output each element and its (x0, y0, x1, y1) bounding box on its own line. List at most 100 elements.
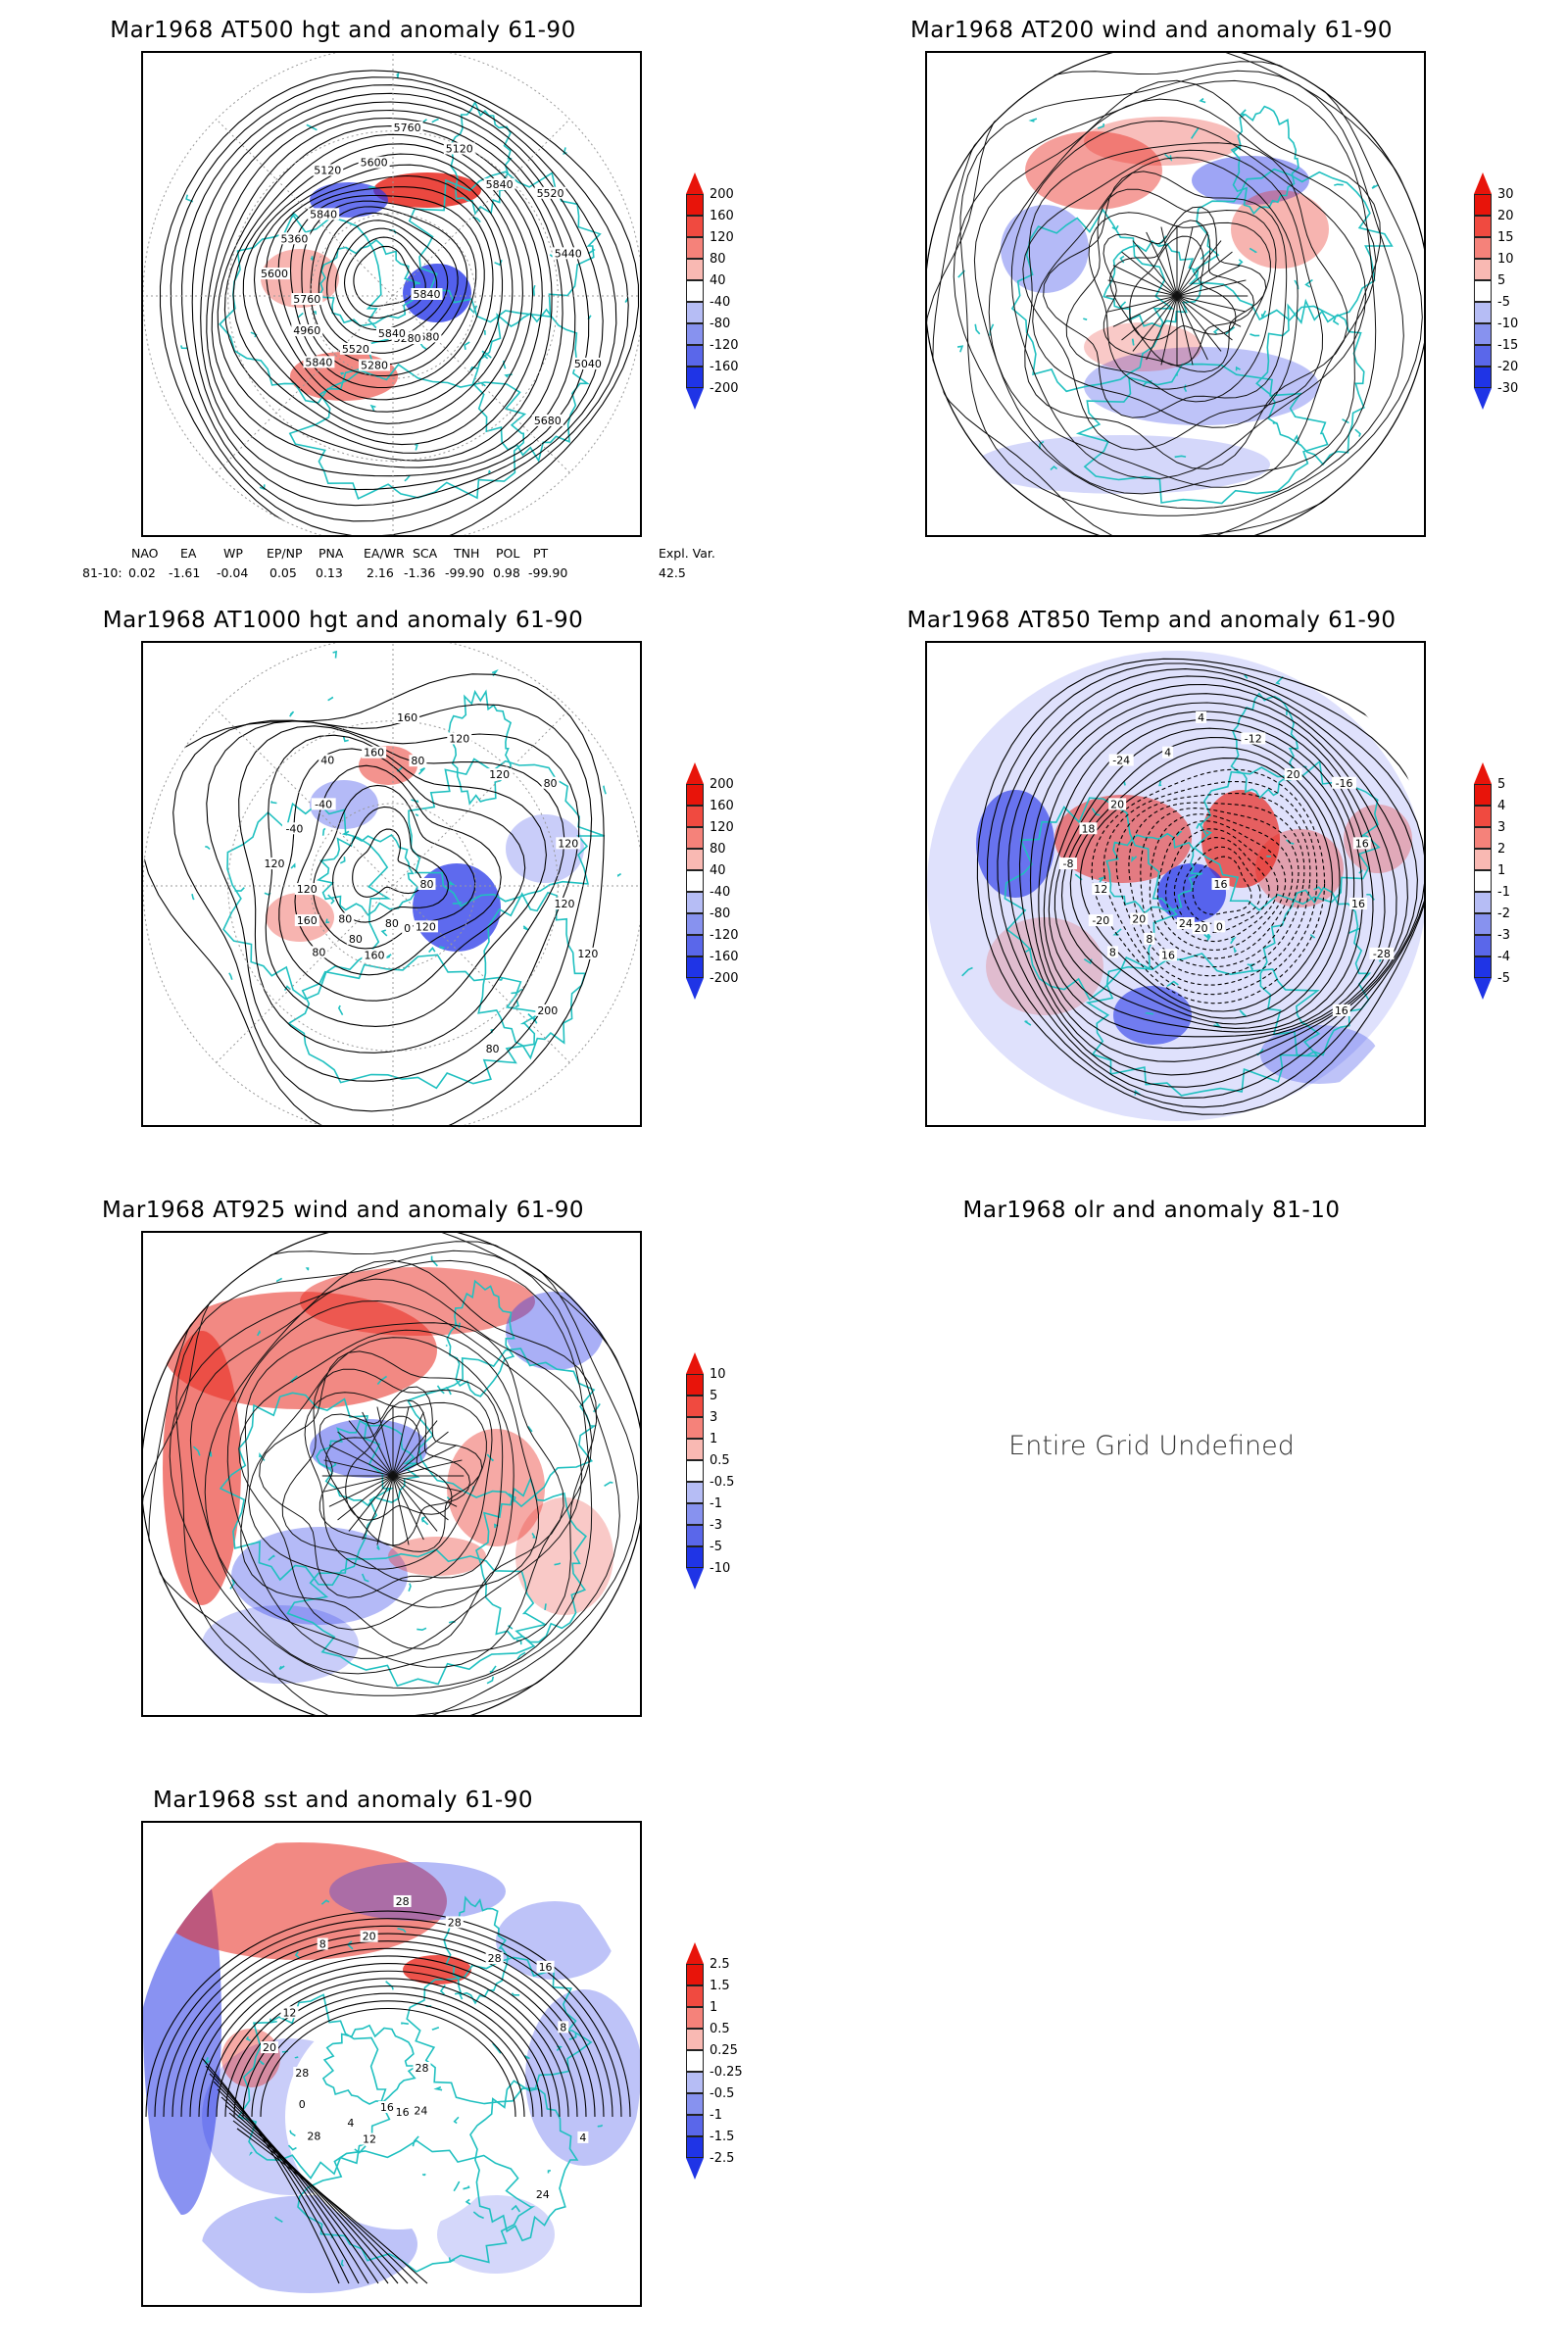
index-header: PNA (318, 546, 344, 561)
contour-label: 0 (1216, 920, 1223, 933)
contour-label: 120 (558, 837, 578, 850)
colorbar-label: -0.5 (710, 2086, 735, 2101)
colorbar-swatch (686, 870, 704, 892)
colorbar-swatch (686, 806, 704, 827)
index-row-label: 81-10: (82, 565, 122, 580)
contour-label: 18 (1081, 822, 1095, 835)
index-value: -1.36 (404, 565, 436, 580)
contour-label: 8 (319, 1937, 326, 1950)
contour-label: -40 (285, 822, 303, 835)
colorbar-label: -5 (1497, 971, 1510, 986)
coastline (191, 650, 622, 1090)
index-value: -1.61 (169, 565, 201, 580)
colorbar-swatch (686, 1417, 704, 1439)
colorbar-label: -1 (710, 1496, 722, 1511)
contour-label: 5840 (414, 288, 441, 301)
contour-label: 20 (1132, 912, 1146, 925)
index-value: 0.13 (316, 565, 343, 580)
contour-label: 5680 (534, 415, 562, 427)
contour-label: 80 (338, 912, 352, 925)
contour-label: 8 (560, 2021, 566, 2034)
colorbar-label: 10 (1497, 252, 1514, 267)
contour-label: 120 (416, 920, 436, 933)
colorbar-swatch (686, 784, 704, 806)
streamlines (927, 53, 1424, 535)
colorbar-label: -200 (710, 971, 739, 986)
index-value: 0.98 (493, 565, 520, 580)
contour-label: -8 (1062, 858, 1073, 870)
colorbar-swatch (686, 1482, 704, 1503)
contour-label: 5280 (361, 360, 388, 372)
colorbar-label: -120 (710, 338, 739, 353)
colorbar-swatch (686, 2093, 704, 2115)
colorbar-label: -3 (710, 1518, 722, 1533)
colorbar-min-arrow (686, 388, 704, 410)
colorbar-label: 1 (710, 1432, 718, 1446)
contour-label: 5840 (305, 356, 332, 368)
contour-label: 4 (1164, 747, 1171, 760)
index-header: EP/NP (267, 546, 303, 561)
index-value: 0.02 (128, 565, 156, 580)
colorbar-max-arrow (686, 172, 704, 194)
panel4-title: Mar1968 AT850 Temp and anomaly 61-90 (906, 608, 1396, 633)
map-panel-at500: 5840 5840 5760 5680 5600 5520 5280 5120 5040 4960… (141, 51, 642, 537)
panel3-title: Mar1968 AT1000 hgt and anomaly 61-90 (102, 608, 584, 633)
contour-label: 120 (297, 883, 318, 896)
colorbar-label: 5 (710, 1389, 718, 1403)
anomaly-shading (202, 1605, 359, 1684)
colorbar-swatch (686, 1396, 704, 1417)
anomaly-shading (388, 1537, 486, 1576)
colorbar-min-arrow (686, 1568, 704, 1590)
colorbar-label: -0.5 (710, 1475, 735, 1490)
colorbar-label: -80 (710, 317, 731, 331)
colorbar-swatch (1474, 194, 1492, 216)
colorbar-label: -10 (710, 1561, 731, 1576)
anomaly-shading (447, 1429, 545, 1546)
colorbar-max-arrow (1474, 172, 1492, 194)
contour-label: 16 (1351, 898, 1365, 910)
colorbar-swatch (1474, 913, 1492, 935)
anomaly-shading (986, 917, 1103, 1015)
contour-label: 40 (320, 754, 334, 766)
contour-label: 80 (544, 777, 558, 790)
index-header: PT (533, 546, 549, 561)
anomaly-shading (163, 1331, 241, 1605)
panel1-title: Mar1968 AT500 hgt and anomaly 61-90 (110, 18, 576, 43)
colorbar-label: 15 (1497, 230, 1514, 245)
contour-label: -40 (315, 798, 332, 810)
contour-lines (143, 673, 605, 1125)
colorbar-label: 80 (710, 842, 726, 857)
contour-label: 5840 (486, 178, 514, 191)
colorbar-label: -2.5 (710, 2151, 735, 2166)
contour-label: 5840 (310, 208, 337, 220)
colorbar-swatch (686, 1460, 704, 1482)
colorbar-swatch (686, 280, 704, 302)
index-value: 2.16 (367, 565, 394, 580)
contour-label: 120 (555, 898, 575, 910)
colorbar-label: -15 (1497, 338, 1519, 353)
anomaly-shading (143, 1823, 221, 2215)
index-value: 42.5 (659, 565, 686, 580)
colorbar-swatch (686, 935, 704, 956)
colorbar-swatch (1474, 827, 1492, 849)
contour-label: 16 (539, 1961, 553, 1974)
colorbar-label: -1 (710, 2108, 722, 2123)
contour-label: 8 (1146, 933, 1152, 946)
colorbar-swatch (686, 2007, 704, 2029)
contour-label: 160 (364, 747, 384, 760)
colorbar-label: 120 (710, 820, 734, 835)
colorbar-swatch (686, 1503, 704, 1525)
contour-label: 24 (536, 2188, 550, 2201)
coastline (961, 674, 1385, 1097)
colorbar-swatch (1474, 280, 1492, 302)
anomaly-shading (1157, 863, 1226, 922)
index-value: 0.05 (270, 565, 297, 580)
colorbar-label: 5 (1497, 777, 1506, 792)
colorbar-swatch (1474, 956, 1492, 978)
colorbar-label: 200 (710, 777, 734, 792)
contour-label: 120 (577, 948, 598, 960)
colorbar-swatch (1474, 367, 1492, 388)
colorbar-min-arrow (686, 2158, 704, 2180)
colorbar-label: -40 (710, 885, 731, 900)
colorbar-sst: 2.5 1.5 1 0.5 0.25 -0.25 -0.5 -1 -1.5 -2.5 (686, 1942, 794, 2219)
